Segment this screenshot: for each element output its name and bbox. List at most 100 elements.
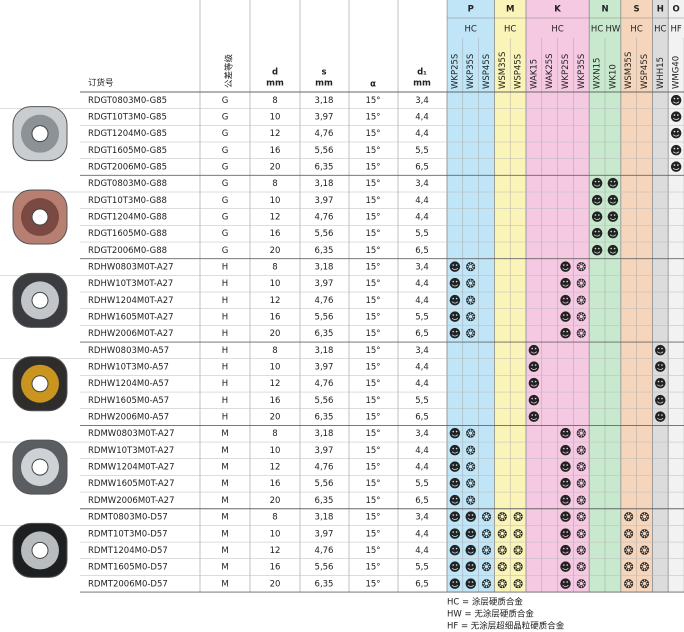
cell: H [222, 279, 228, 289]
suitability-icon: ❂ [576, 577, 586, 591]
cell: 3,97 [315, 279, 334, 289]
cell: 15° [365, 129, 380, 139]
cell: 4,76 [315, 129, 334, 139]
suitability-icon: ☻ [607, 243, 620, 257]
order-code: RDMT1204M0-D57 [88, 546, 168, 556]
cell: 15° [365, 496, 380, 506]
cell: 3,18 [315, 96, 334, 106]
suitability-icon: ☻ [559, 293, 572, 307]
cell: 5,56 [315, 396, 334, 406]
order-code: RDGT2006M0-G88 [88, 246, 167, 256]
unit-header: mm [266, 79, 284, 89]
order-code: RDMW1204M0T-A27 [88, 463, 175, 473]
order-code: RDMT10T3M0-D57 [88, 529, 168, 539]
cell: 8 [272, 346, 277, 356]
order-code: RDHW0803M0-A57 [88, 346, 169, 356]
suitability-icon: ☻ [654, 393, 667, 407]
cell: 5,5 [415, 146, 429, 156]
cell: 3,97 [315, 363, 334, 373]
cell: 5,56 [315, 313, 334, 323]
suitability-icon: ☻ [607, 193, 620, 207]
suitability-icon: ☻ [559, 310, 572, 324]
suitability-icon: ❂ [466, 293, 476, 307]
cell: 4,76 [315, 546, 334, 556]
order-code: RDHW1204M0T-A27 [88, 296, 174, 306]
grade-name: WKP25S [450, 54, 460, 89]
cell: 4,4 [415, 113, 429, 123]
grade-name: WSM35S [624, 52, 634, 89]
cell: 12 [270, 379, 281, 389]
cell: G [222, 96, 229, 106]
cell: 15° [365, 563, 380, 573]
cell: 15° [365, 229, 380, 239]
cell: 12 [270, 129, 281, 139]
grade-name: WSP45S [514, 54, 524, 89]
suitability-icon: ☻ [449, 260, 462, 274]
cell: H [222, 363, 228, 373]
insert-hole [31, 375, 49, 393]
suitability-icon: ☻ [449, 577, 462, 591]
cell: 3,97 [315, 446, 334, 456]
suitability-icon: ☻ [591, 177, 604, 191]
cell: 20 [270, 413, 281, 423]
suitability-icon: ☻ [528, 377, 541, 391]
cell: 20 [270, 496, 281, 506]
param-header: d₁ [417, 68, 427, 78]
suitability-icon: ☻ [528, 393, 541, 407]
grade-name: WSP45S [482, 54, 492, 89]
cell: 4,76 [315, 296, 334, 306]
footnote: HW = 无涂层硬质合金 [447, 609, 534, 620]
cell: 5,56 [315, 229, 334, 239]
cell: 15° [365, 296, 380, 306]
suitability-icon: ☻ [607, 210, 620, 224]
cell: 6,35 [315, 163, 334, 173]
unit-header: mm [413, 79, 431, 89]
cell: 4,76 [315, 379, 334, 389]
cell: G [222, 146, 229, 156]
cell: 12 [270, 296, 281, 306]
suitability-icon: ❂ [576, 460, 586, 474]
group-name: H [657, 5, 664, 15]
footnote: HC = 涂层硬质合金 [447, 597, 523, 608]
cell: 15° [365, 263, 380, 273]
cell: 4,76 [315, 213, 334, 223]
order-code: RDMW0803M0T-A27 [88, 429, 175, 439]
suitability-icon: ☻ [559, 493, 572, 507]
suitability-icon: ☻ [591, 243, 604, 257]
cell: 3,4 [415, 263, 429, 273]
unit-header: mm [315, 79, 333, 89]
suitability-icon: ☻ [670, 110, 683, 124]
suitability-icon: ☻ [607, 177, 620, 191]
suitability-icon: ❂ [576, 527, 586, 541]
order-code: RDGT2006M0-G85 [88, 163, 167, 173]
cell: 3,18 [315, 513, 334, 523]
group-sub: HC [504, 25, 516, 35]
suitability-icon: ❂ [481, 527, 491, 541]
suitability-icon: ☻ [449, 443, 462, 457]
tol-header: 公差等级 [224, 53, 235, 88]
order-code: RDHW2006M0-A57 [88, 413, 169, 423]
cell: M [221, 546, 228, 556]
cell: 12 [270, 546, 281, 556]
group-bg [447, 0, 495, 593]
cell: 3,97 [315, 196, 334, 206]
suitability-icon: ☻ [670, 127, 683, 141]
order-code: RDGT0803M0-G88 [88, 179, 167, 189]
cell: 3,4 [415, 179, 429, 189]
suitability-icon: ☻ [449, 277, 462, 291]
order-code: RDGT0803M0-G85 [88, 96, 167, 106]
param-header: s [321, 68, 326, 78]
cell: M [221, 579, 228, 589]
suitability-icon: ☻ [559, 510, 572, 524]
cell: 15° [365, 363, 380, 373]
order-code: RDHW10T3M0-A57 [88, 363, 169, 373]
cell: 5,56 [315, 563, 334, 573]
suitability-icon: ☻ [464, 560, 477, 574]
insert-hole [31, 458, 49, 476]
group-bg [668, 0, 684, 593]
cell: 4,4 [415, 213, 429, 223]
suitability-icon: ❂ [497, 510, 507, 524]
cell: M [221, 513, 228, 523]
suitability-icon: ☻ [559, 443, 572, 457]
suitability-icon: ☻ [559, 527, 572, 541]
